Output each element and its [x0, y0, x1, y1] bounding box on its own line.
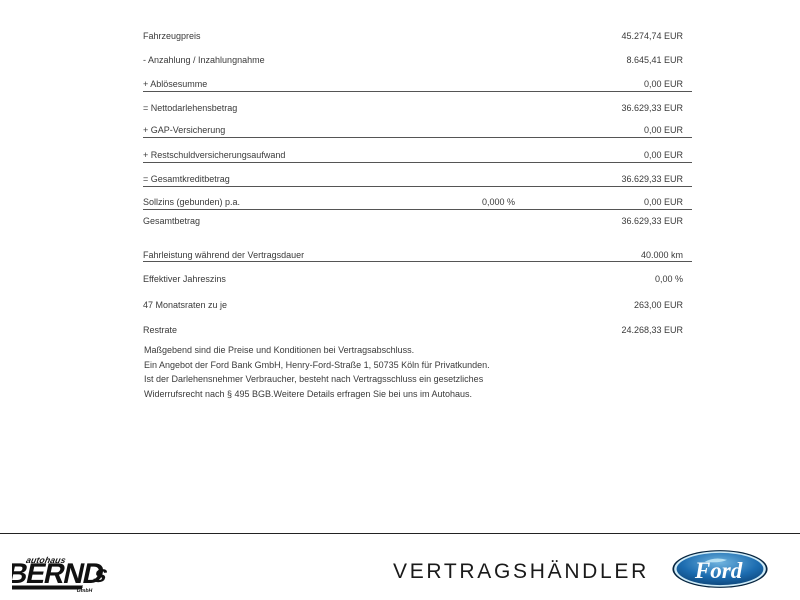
- svg-text:Ford: Ford: [694, 557, 743, 583]
